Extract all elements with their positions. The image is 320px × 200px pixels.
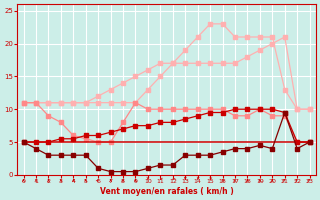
X-axis label: Vent moyen/en rafales ( km/h ): Vent moyen/en rafales ( km/h ) bbox=[100, 187, 234, 196]
